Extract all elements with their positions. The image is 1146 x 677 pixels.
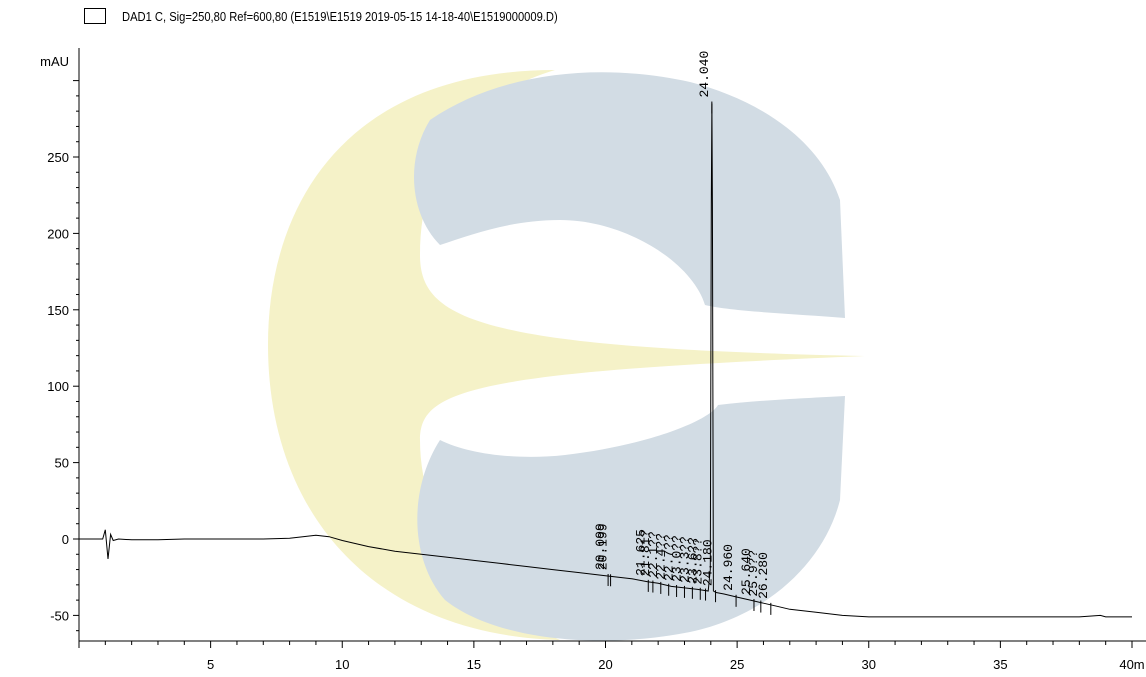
signal-label: DAD1 C, Sig=250,80 Ref=600,80 (E1519\E15… <box>122 9 558 24</box>
x-tick-label: 5 <box>207 657 214 672</box>
axes: -50 0 50 100 150 200 250 mAU 5 10 15 20 25 30 35 40m <box>40 48 1146 672</box>
peak-label: 24.040 <box>697 51 712 98</box>
peak-label: 26.280 <box>756 552 771 599</box>
y-tick-label: 50 <box>55 456 69 471</box>
peak-label: 21.625 <box>633 529 648 576</box>
watermark-yellow-crescent <box>268 70 865 640</box>
peak-label: 25.9?? <box>746 550 761 597</box>
y-axis-label: mAU <box>40 54 69 69</box>
peak-label: 23.8?? <box>691 538 706 585</box>
peak-label: 20.199 <box>596 523 611 570</box>
watermark-blue-top <box>413 72 845 318</box>
peak-label: 22.7?? <box>662 534 677 581</box>
watermark-logo <box>268 70 865 641</box>
peak-label: 24.180 <box>701 539 716 586</box>
peak-label: 23.3?? <box>677 536 692 583</box>
peak-label: 24.960 <box>721 544 736 591</box>
x-tick-label: 10 <box>335 657 349 672</box>
y-tick-label: 200 <box>47 226 69 241</box>
signal-trace <box>79 103 1132 618</box>
peak-label: 21.81? <box>638 530 653 577</box>
x-tick-label: 20 <box>598 657 612 672</box>
y-tick-label: 150 <box>47 303 69 318</box>
peak-label: 22.4?? <box>654 533 669 580</box>
y-tick-label: 250 <box>47 150 69 165</box>
peak-label: 23.6?? <box>685 537 700 584</box>
x-tick-label: 25 <box>730 657 744 672</box>
y-tick-label: -50 <box>50 608 69 623</box>
legend: DAD1 C, Sig=250,80 Ref=600,80 (E1519\E15… <box>0 0 1146 32</box>
peak-label: 20.099 <box>593 523 608 570</box>
y-tick-label: 100 <box>47 379 69 394</box>
x-tick-label: 40m <box>1119 657 1144 672</box>
signal-checkbox[interactable] <box>84 8 106 24</box>
x-tick-label: 15 <box>467 657 481 672</box>
peak-label: 25.640 <box>739 548 754 595</box>
peak-label: 22.1?? <box>646 531 661 578</box>
x-tick-label: 35 <box>993 657 1007 672</box>
y-tick-label: 0 <box>62 532 69 547</box>
watermark-blue-bottom <box>417 396 845 641</box>
x-tick-label: 30 <box>862 657 876 672</box>
peak-label: 23.0?? <box>669 535 684 582</box>
